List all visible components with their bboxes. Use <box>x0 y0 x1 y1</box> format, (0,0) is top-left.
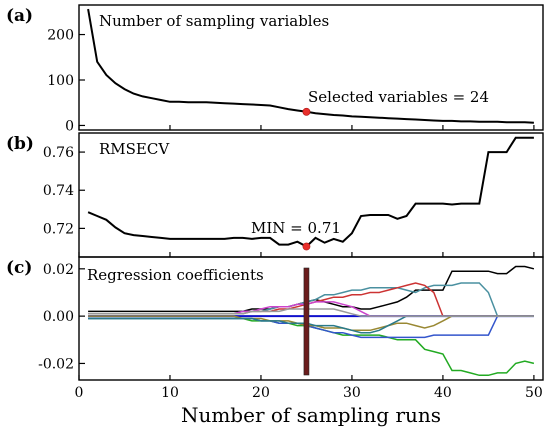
panel-frame <box>78 4 544 131</box>
y-tick-label: 200 <box>47 28 74 44</box>
x-tick-label: 0 <box>75 385 84 401</box>
x-tick-label: 10 <box>161 385 179 401</box>
x-tick-label: 40 <box>434 385 452 401</box>
selected-variables-annotation: Selected variables = 24 <box>308 88 489 106</box>
panel-title: Regression coefficients <box>87 266 264 284</box>
y-tick-label: 0.02 <box>43 262 74 278</box>
panel-title: Number of sampling variables <box>99 12 329 30</box>
panel-label: (a) <box>6 6 33 26</box>
data-series-line <box>87 8 534 124</box>
x-tick-label: 50 <box>525 385 543 401</box>
y-tick-label: 0.74 <box>43 183 74 199</box>
coefficient-series-line <box>88 315 534 334</box>
data-series-line <box>87 136 534 248</box>
panel-label: (c) <box>6 258 32 278</box>
y-tick-label: 0.72 <box>43 221 74 237</box>
selected-run-bar <box>303 267 310 376</box>
x-tick-label: 20 <box>252 385 270 401</box>
y-tick-label: 0.76 <box>43 145 74 161</box>
coefficient-series-line <box>88 308 534 317</box>
y-tick-label: -0.02 <box>38 356 74 372</box>
y-tick-label: 0.00 <box>43 309 74 325</box>
x-axis-label: Number of sampling runs <box>181 403 441 427</box>
x-tick-label: 30 <box>343 385 361 401</box>
optimum-marker <box>302 242 311 251</box>
coefficient-series-line <box>88 315 534 339</box>
y-tick-label: 100 <box>47 73 74 89</box>
panel-title: RMSECV <box>99 140 170 158</box>
panel-frame <box>78 256 544 381</box>
panel-label: (b) <box>6 134 34 154</box>
y-tick-label: 0 <box>65 118 74 134</box>
optimum-marker <box>302 107 311 116</box>
min-rmsecv-annotation: MIN = 0.71 <box>251 219 341 237</box>
